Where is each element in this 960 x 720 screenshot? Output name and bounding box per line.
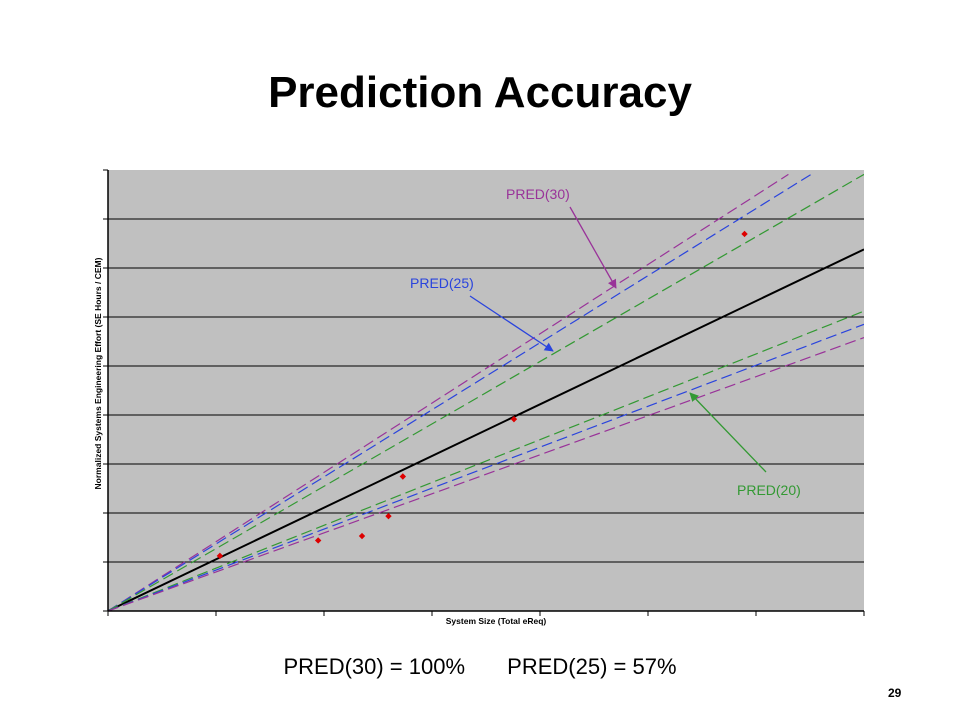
pred20-annotation-label: PRED(20) <box>737 482 801 498</box>
pred30-annotation-arrow <box>569 206 617 289</box>
pred20-annotation-arrow <box>689 392 767 473</box>
slide-title: Prediction Accuracy <box>268 68 692 117</box>
y-axis-label: Normalized Systems Engineering Effort (S… <box>93 257 103 489</box>
plot-area <box>108 170 864 611</box>
accuracy-summary: PRED(30) = 100% PRED(25) = 57% <box>0 654 960 680</box>
pred30-summary: PRED(30) = 100% <box>283 654 466 679</box>
data-point <box>216 552 224 560</box>
pred20-lower-line <box>108 310 864 611</box>
pred30-annotation-label: PRED(30) <box>506 186 570 202</box>
x-axis-label: System Size (Total eReq) <box>446 616 547 626</box>
data-point <box>314 537 322 544</box>
pred20-upper-line <box>108 173 864 611</box>
pred30-lower-line <box>108 337 864 611</box>
pred25-lower-line <box>108 323 864 611</box>
pred25-summary: PRED(25) = 57% <box>507 654 677 679</box>
data-point <box>399 473 407 480</box>
page-number: 29 <box>888 686 902 700</box>
pred30-upper-line <box>108 173 789 611</box>
pred25-upper-line <box>108 173 812 611</box>
data-point <box>741 230 748 238</box>
pred25-annotation-arrow <box>469 295 554 352</box>
estimate-estimate-line <box>108 248 864 611</box>
data-point <box>510 415 518 423</box>
data-point <box>358 532 366 540</box>
data-point <box>385 512 392 520</box>
pred25-annotation-label: PRED(25) <box>410 275 474 291</box>
effort-vs-size-chart: System Size (Total eReq) Normalized Syste… <box>93 169 865 626</box>
